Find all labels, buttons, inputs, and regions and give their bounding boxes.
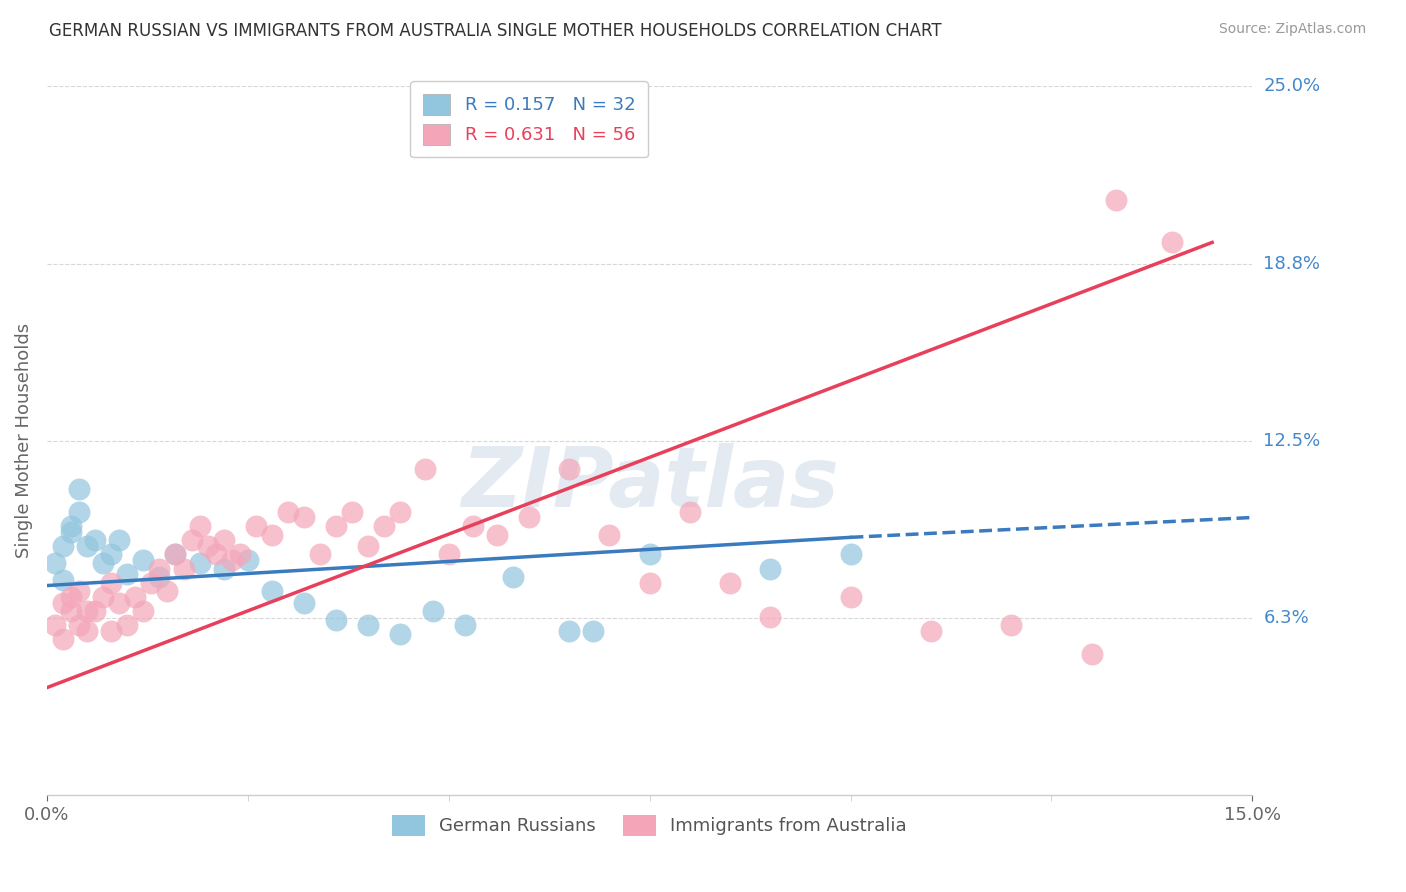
Point: [373, 519, 395, 533]
Point: [148, 561, 170, 575]
Point: [245, 519, 267, 533]
Text: 18.8%: 18.8%: [1264, 255, 1320, 273]
Point: [389, 626, 412, 640]
Point: [117, 618, 139, 632]
Text: ZIPatlas: ZIPatlas: [461, 443, 838, 524]
Point: [1080, 647, 1102, 661]
Point: [277, 505, 299, 519]
Point: [108, 533, 131, 548]
Point: [124, 590, 146, 604]
Point: [558, 462, 581, 476]
Point: [413, 462, 436, 476]
Point: [454, 618, 477, 632]
Point: [91, 556, 114, 570]
Point: [84, 604, 107, 618]
Point: [52, 632, 75, 647]
Point: [141, 575, 163, 590]
Point: [67, 482, 90, 496]
Point: [357, 539, 380, 553]
Point: [839, 590, 862, 604]
Point: [212, 533, 235, 548]
Point: [920, 624, 942, 638]
Point: [236, 553, 259, 567]
Point: [156, 584, 179, 599]
Text: GERMAN RUSSIAN VS IMMIGRANTS FROM AUSTRALIA SINGLE MOTHER HOUSEHOLDS CORRELATION: GERMAN RUSSIAN VS IMMIGRANTS FROM AUSTRA…: [49, 22, 942, 40]
Point: [485, 527, 508, 541]
Y-axis label: Single Mother Households: Single Mother Households: [15, 324, 32, 558]
Text: 12.5%: 12.5%: [1264, 432, 1320, 450]
Point: [1000, 618, 1022, 632]
Point: [638, 547, 661, 561]
Legend: German Russians, Immigrants from Australia: German Russians, Immigrants from Austral…: [385, 808, 914, 843]
Point: [759, 561, 782, 575]
Point: [91, 590, 114, 604]
Point: [759, 609, 782, 624]
Point: [422, 604, 444, 618]
Point: [325, 519, 347, 533]
Point: [638, 575, 661, 590]
Point: [357, 618, 380, 632]
Point: [44, 618, 66, 632]
Point: [212, 561, 235, 575]
Point: [52, 596, 75, 610]
Point: [598, 527, 620, 541]
Point: [292, 596, 315, 610]
Point: [502, 570, 524, 584]
Point: [67, 618, 90, 632]
Point: [718, 575, 741, 590]
Point: [76, 624, 98, 638]
Point: [197, 539, 219, 553]
Text: Source: ZipAtlas.com: Source: ZipAtlas.com: [1219, 22, 1367, 37]
Point: [461, 519, 484, 533]
Point: [132, 553, 155, 567]
Point: [52, 539, 75, 553]
Point: [260, 527, 283, 541]
Point: [165, 547, 187, 561]
Point: [59, 604, 82, 618]
Point: [173, 561, 195, 575]
Point: [132, 604, 155, 618]
Point: [84, 533, 107, 548]
Point: [165, 547, 187, 561]
Point: [148, 570, 170, 584]
Point: [1161, 235, 1184, 250]
Point: [59, 519, 82, 533]
Point: [342, 505, 364, 519]
Point: [389, 505, 412, 519]
Point: [44, 556, 66, 570]
Point: [325, 613, 347, 627]
Point: [839, 547, 862, 561]
Point: [67, 584, 90, 599]
Point: [76, 539, 98, 553]
Text: 6.3%: 6.3%: [1264, 609, 1309, 627]
Point: [437, 547, 460, 561]
Point: [67, 505, 90, 519]
Point: [679, 505, 702, 519]
Point: [260, 584, 283, 599]
Point: [1105, 193, 1128, 207]
Point: [221, 553, 243, 567]
Point: [517, 510, 540, 524]
Text: 25.0%: 25.0%: [1264, 78, 1320, 95]
Point: [229, 547, 252, 561]
Point: [52, 573, 75, 587]
Point: [108, 596, 131, 610]
Point: [59, 590, 82, 604]
Point: [188, 556, 211, 570]
Point: [100, 575, 122, 590]
Point: [558, 624, 581, 638]
Point: [100, 624, 122, 638]
Point: [117, 567, 139, 582]
Point: [204, 547, 226, 561]
Point: [180, 533, 202, 548]
Point: [100, 547, 122, 561]
Point: [582, 624, 605, 638]
Point: [309, 547, 332, 561]
Point: [76, 604, 98, 618]
Point: [188, 519, 211, 533]
Point: [59, 524, 82, 539]
Point: [292, 510, 315, 524]
